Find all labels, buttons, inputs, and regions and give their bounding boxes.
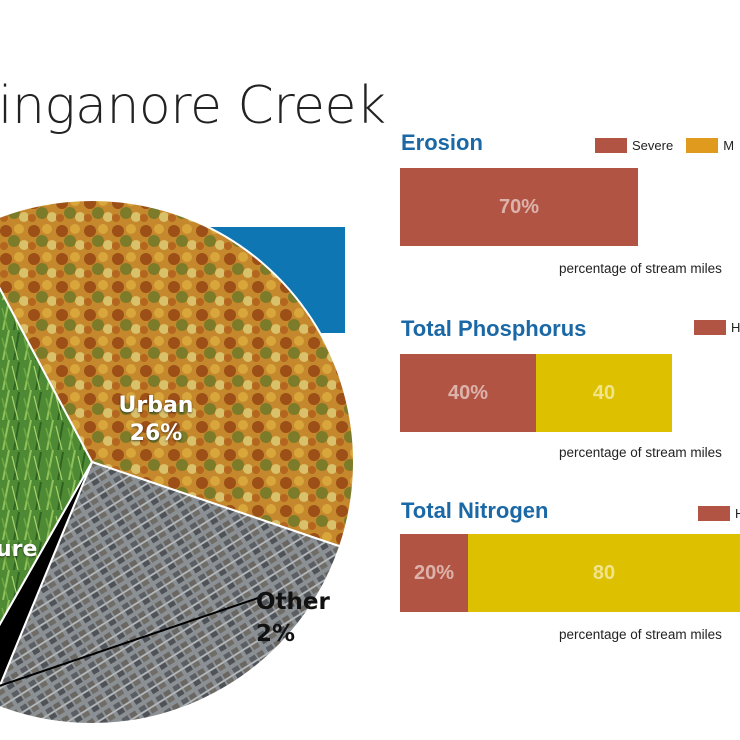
high-swatch	[694, 320, 726, 335]
phosphorus-legend: H	[694, 320, 740, 335]
urban-slice-name: Urban	[118, 393, 194, 418]
bar-segment-label: 70%	[498, 195, 540, 218]
urban-slice-value: 26%	[129, 421, 183, 446]
severe-legend-label: Severe	[632, 138, 674, 153]
moderate-legend-label: M	[723, 138, 735, 153]
erosion-caption: percentage of stream miles	[559, 261, 722, 276]
forest-slice	[0, 199, 355, 548]
bar-segment-label: 80	[592, 561, 616, 584]
phosphorus-caption: percentage of stream miles	[559, 445, 722, 460]
urban-slice-label: Urban 26%	[108, 392, 204, 448]
high-legend-label: H	[731, 320, 740, 335]
page-title: inganore Creek	[0, 76, 386, 136]
other-slice-label: Other 2%	[256, 586, 330, 650]
nitrogen-bar: 20% 80	[400, 534, 740, 612]
bar-segment-label: 20%	[413, 561, 455, 584]
other-slice	[0, 461, 93, 688]
urban-slice	[0, 460, 342, 725]
high-swatch	[698, 506, 730, 521]
phosphorus-title: Total Phosphorus	[401, 316, 587, 341]
nitrogen-legend: H	[698, 506, 740, 521]
erosion-title: Erosion	[401, 130, 483, 155]
agriculture-slice-label: ure	[0, 537, 38, 562]
other-leader-line	[0, 597, 259, 687]
other-slice-name: Other	[256, 589, 330, 615]
erosion-bar: 70%	[400, 168, 740, 246]
bar-segment-2: 80	[468, 534, 740, 612]
bar-segment-label: 40%	[447, 381, 489, 404]
bar-segment-1: 40%	[400, 354, 536, 432]
nitrogen-title: Total Nitrogen	[401, 498, 549, 523]
bar-segment-1: 20%	[400, 534, 468, 612]
nitrogen-caption: percentage of stream miles	[559, 627, 722, 642]
bar-segment-2: 40	[536, 354, 672, 432]
erosion-legend: Severe M	[595, 138, 734, 153]
severe-swatch	[595, 138, 627, 153]
phosphorus-bar: 40% 40	[400, 354, 740, 432]
other-slice-value: 2%	[256, 621, 296, 647]
high-legend-label: H	[735, 506, 740, 521]
moderate-swatch	[686, 138, 719, 153]
bar-segment-label: 40	[592, 381, 616, 404]
bar-segment-1: 70%	[400, 168, 638, 246]
agriculture-slice	[0, 286, 94, 626]
